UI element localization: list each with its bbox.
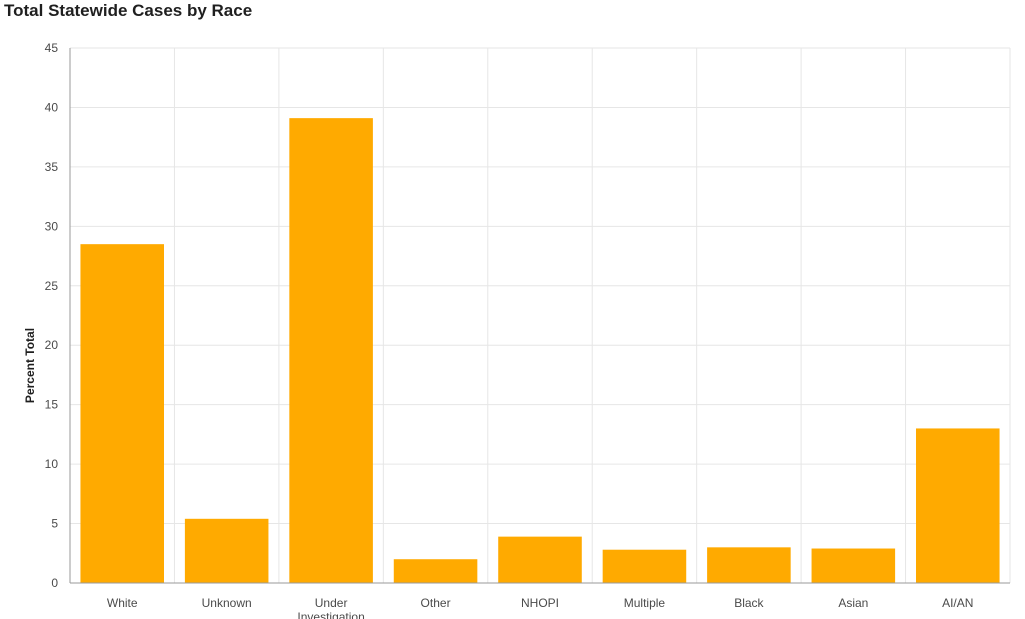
x-tick-label: Other xyxy=(421,596,451,610)
y-tick-label: 20 xyxy=(45,338,59,352)
x-tick-label: Under Investigation xyxy=(297,596,364,619)
y-tick-label: 15 xyxy=(45,398,59,412)
bar xyxy=(289,118,373,584)
axes xyxy=(69,48,1010,584)
y-tick-labels: 0 5 10 15 20 25 30 35 40 45 xyxy=(45,41,59,590)
bar xyxy=(498,536,582,583)
x-tick-label: NHOPI xyxy=(521,596,559,610)
y-tick-label: 45 xyxy=(45,41,59,55)
x-tick-label: Black xyxy=(734,596,764,610)
x-tick-label: AI/AN xyxy=(942,596,973,610)
bar xyxy=(184,518,269,583)
x-tick-label: White xyxy=(107,596,138,610)
chart-title: Total Statewide Cases by Race xyxy=(4,1,253,20)
bars xyxy=(80,118,1000,584)
y-tick-label: 40 xyxy=(45,100,59,114)
bar xyxy=(80,244,164,583)
bar xyxy=(602,549,687,583)
y-tick-label: 35 xyxy=(45,160,59,174)
x-tick-label: Unknown xyxy=(202,596,252,610)
x-tick-label: Asian xyxy=(838,596,868,610)
y-tick-label: 25 xyxy=(45,279,59,293)
bar xyxy=(393,559,478,583)
y-tick-label: 30 xyxy=(45,219,59,233)
y-axis-title: Percent Total xyxy=(23,328,37,403)
x-tick-labels: White Unknown Under Investigation Other NHOPI… xyxy=(107,596,974,619)
y-tick-label: 10 xyxy=(45,457,59,471)
bar xyxy=(811,548,896,583)
y-tick-label: 0 xyxy=(51,576,58,590)
y-tick-label: 5 xyxy=(51,517,58,531)
x-tick-label: Multiple xyxy=(624,596,666,610)
bar xyxy=(707,547,791,583)
bar xyxy=(916,428,1000,583)
grid-lines xyxy=(70,47,1011,583)
